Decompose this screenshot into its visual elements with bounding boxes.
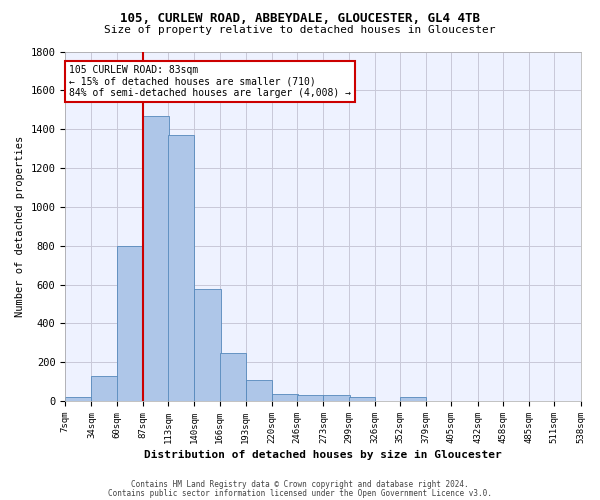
Text: Contains public sector information licensed under the Open Government Licence v3: Contains public sector information licen… (108, 488, 492, 498)
Y-axis label: Number of detached properties: Number of detached properties (15, 136, 25, 317)
Bar (91, 376, 118, 401)
Bar (220, 352, 246, 401)
Bar (65, 397, 91, 401)
Text: Size of property relative to detached houses in Gloucester: Size of property relative to detached ho… (104, 25, 496, 35)
Bar (323, 395, 350, 401)
X-axis label: Distribution of detached houses by size in Gloucester: Distribution of detached houses by size … (144, 450, 502, 460)
Bar (117, 246, 143, 401)
Bar (143, 116, 169, 401)
Bar (168, 135, 194, 401)
Bar (400, 397, 426, 401)
Text: 105, CURLEW ROAD, ABBEYDALE, GLOUCESTER, GL4 4TB: 105, CURLEW ROAD, ABBEYDALE, GLOUCESTER,… (120, 12, 480, 26)
Bar (194, 290, 221, 401)
Bar (297, 395, 323, 401)
Bar (246, 380, 272, 401)
Text: 105 CURLEW ROAD: 83sqm
← 15% of detached houses are smaller (710)
84% of semi-de: 105 CURLEW ROAD: 83sqm ← 15% of detached… (69, 65, 351, 98)
Text: Contains HM Land Registry data © Crown copyright and database right 2024.: Contains HM Land Registry data © Crown c… (131, 480, 469, 489)
Bar (272, 394, 298, 401)
Bar (349, 397, 375, 401)
